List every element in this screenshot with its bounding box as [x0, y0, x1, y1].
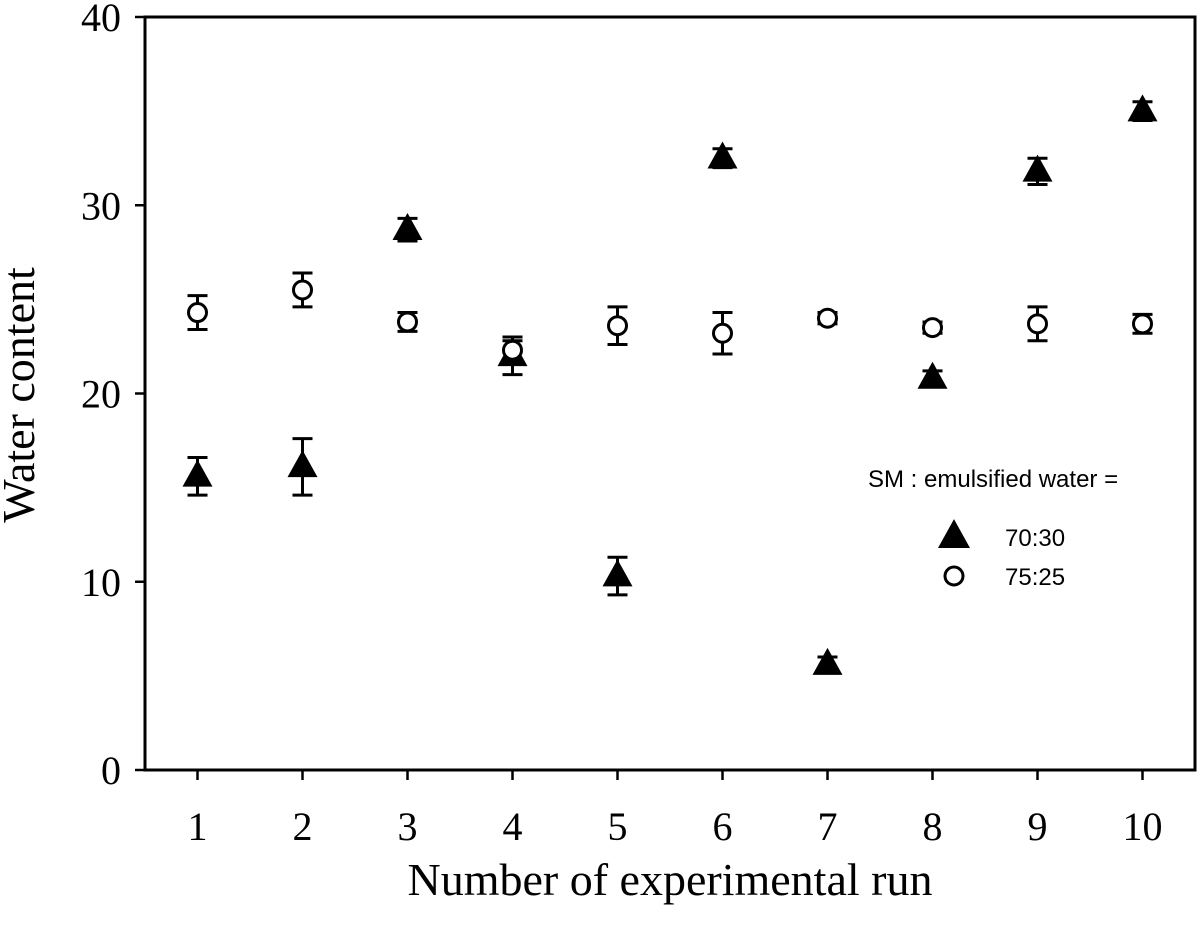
- legend-title: SM : emulsified water =: [868, 466, 1118, 493]
- data-point-circle: [502, 339, 523, 361]
- x-tick-label: 1: [188, 804, 208, 849]
- y-tick-label: 0: [101, 748, 121, 793]
- y-tick-label: 20: [81, 372, 121, 417]
- data-point-circle: [1132, 313, 1153, 335]
- data-point-triangle: [1022, 154, 1053, 182]
- y-tick-label: 30: [81, 183, 121, 228]
- data-point-triangle: [707, 141, 738, 169]
- x-tick-label: 10: [1123, 804, 1163, 849]
- data-point-circle: [607, 315, 628, 337]
- legend-label-75-25: 75:25: [1005, 564, 1065, 591]
- y-axis-title: Water content: [0, 267, 44, 523]
- data-point-circle: [817, 307, 838, 329]
- plot-frame: [143, 15, 1197, 772]
- data-point-circle: [712, 322, 733, 344]
- x-tick-label: 6: [713, 804, 733, 849]
- data-point-triangle: [287, 450, 318, 478]
- data-point-circle: [397, 311, 418, 333]
- y-tick-label: 10: [81, 560, 121, 605]
- legend-marker-circle: [943, 565, 965, 587]
- x-tick-label: 3: [398, 804, 418, 849]
- data-point-triangle: [182, 459, 213, 487]
- legend: SM : emulsified water = 70:30 75:25: [868, 466, 1118, 591]
- data-point-circle: [187, 302, 208, 324]
- data-point-triangle: [917, 361, 948, 389]
- tick-marks: 1 2 3 4 5 6 7 8 9 10 0 10 20 30 40: [81, 0, 1163, 849]
- data-point-circle: [922, 317, 943, 339]
- y-tick-label: 40: [81, 0, 121, 40]
- data-series: [182, 94, 1158, 675]
- data-point-triangle: [602, 559, 633, 587]
- data-point-triangle: [812, 647, 843, 675]
- data-point-triangle: [392, 212, 423, 240]
- x-tick-label: 8: [923, 804, 943, 849]
- x-tick-label: 4: [503, 804, 523, 849]
- axes: [143, 15, 1197, 772]
- series-75-25: [187, 271, 1153, 362]
- legend-label-70-30: 70:30: [1005, 525, 1065, 552]
- x-axis-title: Number of experimental run: [408, 854, 933, 905]
- data-point-triangle: [1127, 94, 1158, 122]
- x-tick-label: 7: [818, 804, 838, 849]
- x-tick-label: 2: [293, 804, 313, 849]
- data-point-circle: [292, 279, 313, 301]
- legend-marker-triangle: [938, 519, 970, 548]
- x-tick-label: 5: [608, 804, 628, 849]
- x-tick-label: 9: [1028, 804, 1048, 849]
- data-point-circle: [1027, 313, 1048, 335]
